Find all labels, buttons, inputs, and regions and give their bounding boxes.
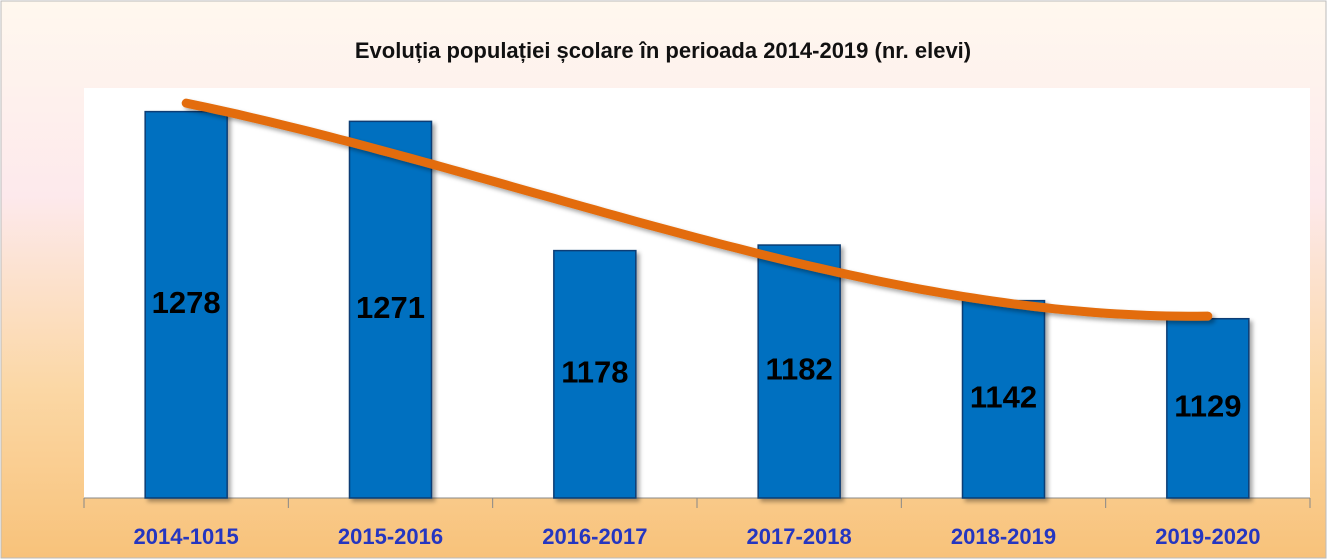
x-tick-label: 2014-1015	[134, 524, 239, 549]
value-label: 1178	[561, 354, 628, 389]
bar	[757, 244, 841, 499]
x-tick-label: 2019-2020	[1155, 524, 1260, 549]
x-tick-label: 2016-2017	[542, 524, 647, 549]
x-tick-label: 2015-2016	[338, 524, 443, 549]
trendline	[181, 98, 1213, 321]
plot-area	[84, 88, 1310, 498]
value-label: 1142	[970, 380, 1037, 415]
chart-title: Evoluția populației școlare în perioada …	[355, 38, 971, 63]
value-label: 1129	[1174, 389, 1241, 424]
bar	[144, 110, 228, 499]
x-tick-label: 2018-2019	[951, 524, 1056, 549]
bar	[348, 120, 433, 499]
bar	[553, 249, 637, 499]
x-tick-label: 2017-2018	[747, 524, 852, 549]
value-label: 1271	[356, 290, 425, 325]
value-label: 1278	[152, 285, 221, 320]
value-label: 1182	[766, 352, 833, 387]
